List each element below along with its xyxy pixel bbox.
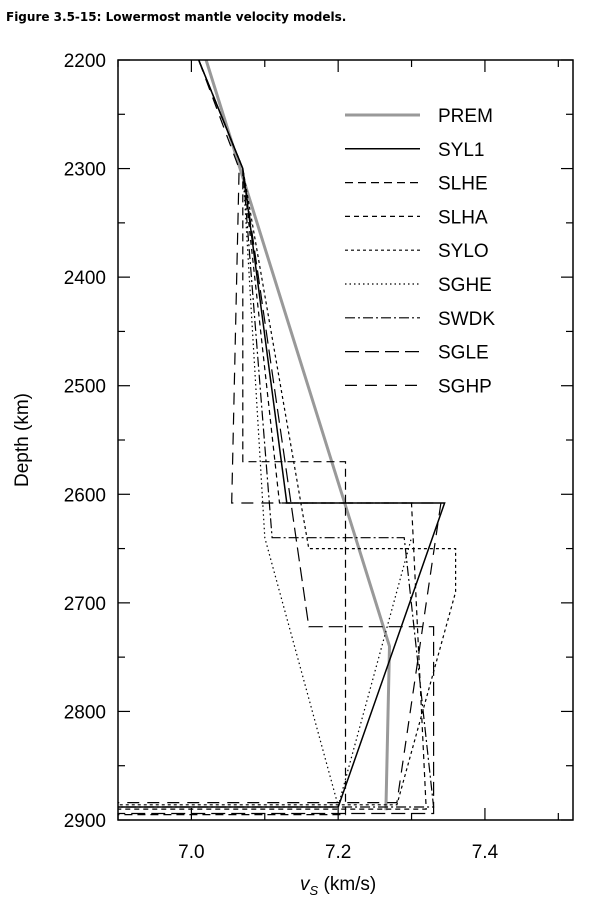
legend-label-swdk: SWDK: [438, 309, 495, 330]
tick-labels: 2200 2300 2400 2500 2600 2700 2800 2900 7.0 7.2 7.…: [64, 51, 499, 863]
series-line-sylo: [118, 59, 457, 806]
y-axis-title: Depth (km): [12, 393, 33, 487]
legend-label-sghp: SGHP: [438, 376, 492, 397]
series-line-prem: [204, 59, 392, 811]
legend-label-syl1: SYL1: [438, 140, 484, 161]
y-tick-label: 2700: [64, 594, 106, 615]
x-axis-sub: S: [310, 883, 319, 898]
series-line-sghe: [198, 59, 413, 809]
x-tick-label: 7.4: [472, 842, 499, 863]
y-tick-label: 2900: [64, 811, 106, 832]
x-tick-label: 7.2: [325, 842, 351, 863]
x-axis-unit: (km/s): [318, 874, 376, 895]
x-axis-title: vS (km/s): [300, 874, 376, 898]
series-line-sghp: [118, 59, 442, 804]
y-tick-label: 2800: [64, 702, 106, 723]
plot-frame: [117, 59, 574, 821]
y-tick-label: 2200: [64, 51, 106, 72]
series-line-swdk: [118, 59, 435, 808]
legend: PREM SYL1 SLHE SLHA SYLO SGHE SWDK SGLE SGHP: [345, 106, 495, 397]
x-tick-label: 7.0: [178, 842, 204, 863]
legend-label-prem: PREM: [438, 106, 493, 127]
y-tick-label: 2500: [64, 377, 106, 398]
figure-title: Figure 3.5-15: Lowermost mantle velocity…: [6, 10, 347, 24]
series-line-slhe: [118, 59, 347, 816]
y-tick-label: 2600: [64, 485, 106, 506]
legend-label-sgle: SGLE: [438, 343, 489, 364]
legend-label-slha: SLHA: [438, 207, 488, 228]
legend-label-sghe: SGHE: [438, 275, 492, 296]
y-tick-label: 2300: [64, 160, 106, 181]
x-axis-var: v: [300, 874, 311, 895]
series-lines: [118, 59, 457, 816]
series-line-sgle: [118, 59, 435, 815]
y-tick-label: 2400: [64, 268, 106, 289]
legend-label-sylo: SYLO: [438, 241, 489, 262]
series-line-slha: [118, 59, 427, 810]
legend-label-slhe: SLHE: [438, 174, 488, 195]
